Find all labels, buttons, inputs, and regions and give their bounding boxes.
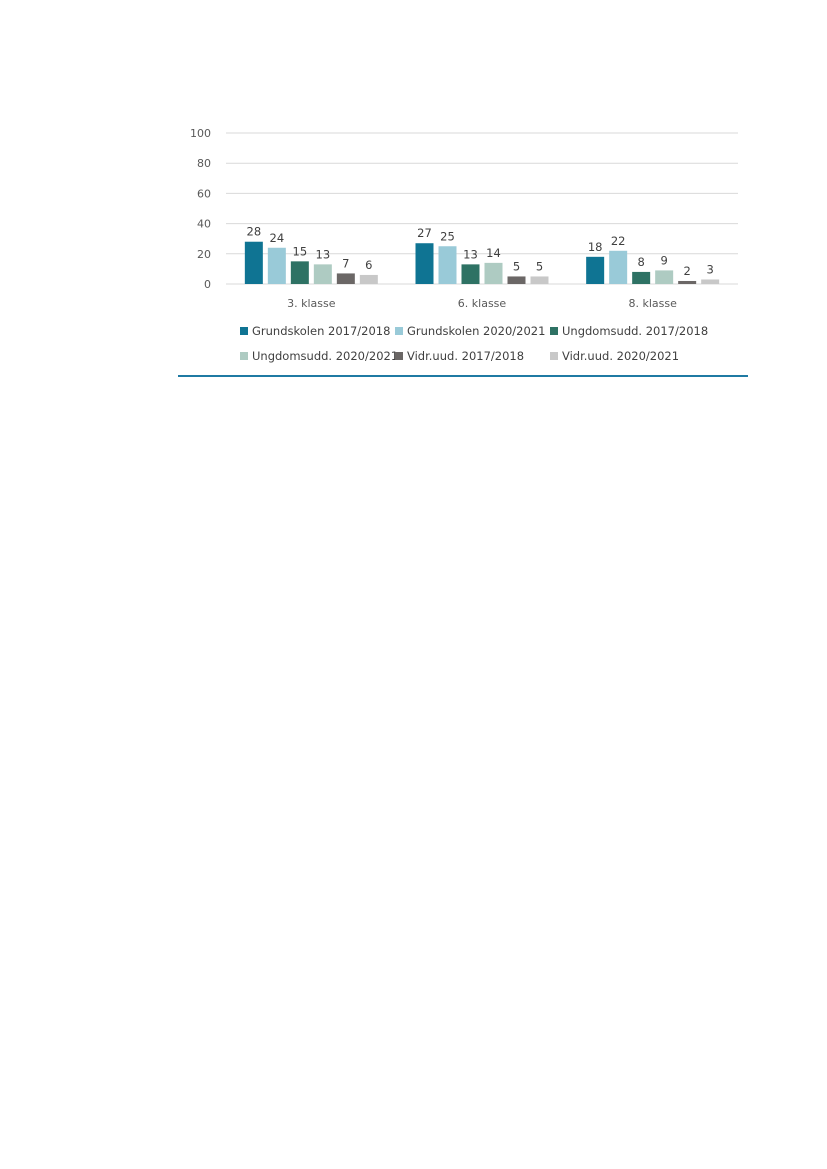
chart-container: 0 20 40 60 80 100 28 24 15 13 7 6 27 25 13 14 5 5 18 22 8 9 2…	[0, 0, 827, 400]
bar	[415, 243, 434, 284]
bar	[632, 271, 651, 284]
data-label: 2	[684, 264, 691, 278]
legend-item: Grundskolen 2020/2021	[395, 324, 545, 338]
data-label: 14	[486, 246, 501, 260]
data-label: 3	[707, 262, 714, 276]
data-label: 5	[536, 259, 543, 273]
data-label: 27	[417, 226, 432, 240]
bar	[484, 262, 503, 284]
gridlines	[226, 132, 738, 285]
legend-item: Vidr.uud. 2017/2018	[395, 349, 524, 363]
bar	[359, 274, 378, 284]
bar	[336, 273, 355, 284]
bar	[586, 256, 605, 284]
data-label: 8	[638, 255, 645, 269]
data-label: 13	[463, 247, 478, 261]
data-label: 6	[365, 258, 372, 272]
legend-item: Ungdomsudd. 2017/2018	[550, 324, 708, 338]
bar	[461, 264, 480, 284]
legend-label: Vidr.uud. 2017/2018	[407, 349, 524, 363]
legend-swatch	[395, 352, 403, 360]
category-label: 6. klasse	[458, 297, 507, 310]
category-label: 8. klasse	[628, 297, 677, 310]
data-label: 13	[316, 247, 331, 261]
legend: Grundskolen 2017/2018 Grundskolen 2020/20…	[240, 324, 708, 363]
data-label: 7	[342, 256, 349, 270]
bar	[701, 279, 720, 284]
legend-label: Grundskolen 2017/2018	[252, 324, 390, 338]
bar	[290, 261, 309, 284]
legend-label: Vidr.uud. 2020/2021	[562, 349, 679, 363]
legend-swatch	[240, 352, 248, 360]
data-label: 22	[611, 234, 626, 248]
bar	[678, 280, 697, 284]
data-label: 9	[661, 253, 668, 267]
legend-label: Ungdomsudd. 2017/2018	[562, 324, 708, 338]
data-label: 24	[270, 231, 285, 245]
data-label: 18	[588, 240, 603, 254]
data-label: 28	[247, 225, 262, 239]
y-tick-label: 40	[197, 218, 211, 231]
legend-swatch	[550, 327, 558, 335]
bar	[530, 276, 549, 284]
y-tick-label: 60	[197, 187, 211, 200]
legend-item: Vidr.uud. 2020/2021	[550, 349, 679, 363]
data-labels: 28 24 15 13 7 6 27 25 13 14 5 5 18 22 8 9 2 3	[247, 225, 714, 278]
y-tick-label: 80	[197, 157, 211, 170]
legend-swatch	[550, 352, 558, 360]
bar	[438, 246, 457, 284]
bar	[244, 241, 263, 284]
legend-swatch	[240, 327, 248, 335]
y-tick-label: 20	[197, 248, 211, 261]
legend-item: Ungdomsudd. 2020/2021	[240, 349, 398, 363]
data-label: 25	[440, 229, 455, 243]
bar	[267, 247, 286, 284]
category-label: 3. klasse	[287, 297, 336, 310]
legend-item: Grundskolen 2017/2018	[240, 324, 390, 338]
data-label: 15	[293, 244, 308, 258]
y-tick-label: 0	[204, 278, 211, 291]
y-tick-label: 100	[190, 127, 211, 140]
legend-label: Grundskolen 2020/2021	[407, 324, 545, 338]
legend-swatch	[395, 327, 403, 335]
x-axis-categories: 3. klasse 6. klasse 8. klasse	[287, 297, 677, 310]
bar	[507, 276, 526, 284]
bars	[244, 241, 720, 284]
data-label: 5	[513, 259, 520, 273]
bar	[655, 270, 674, 284]
legend-label: Ungdomsudd. 2020/2021	[252, 349, 398, 363]
bar	[313, 264, 332, 284]
y-axis-ticks: 0 20 40 60 80 100	[190, 127, 211, 291]
bar	[609, 250, 628, 284]
